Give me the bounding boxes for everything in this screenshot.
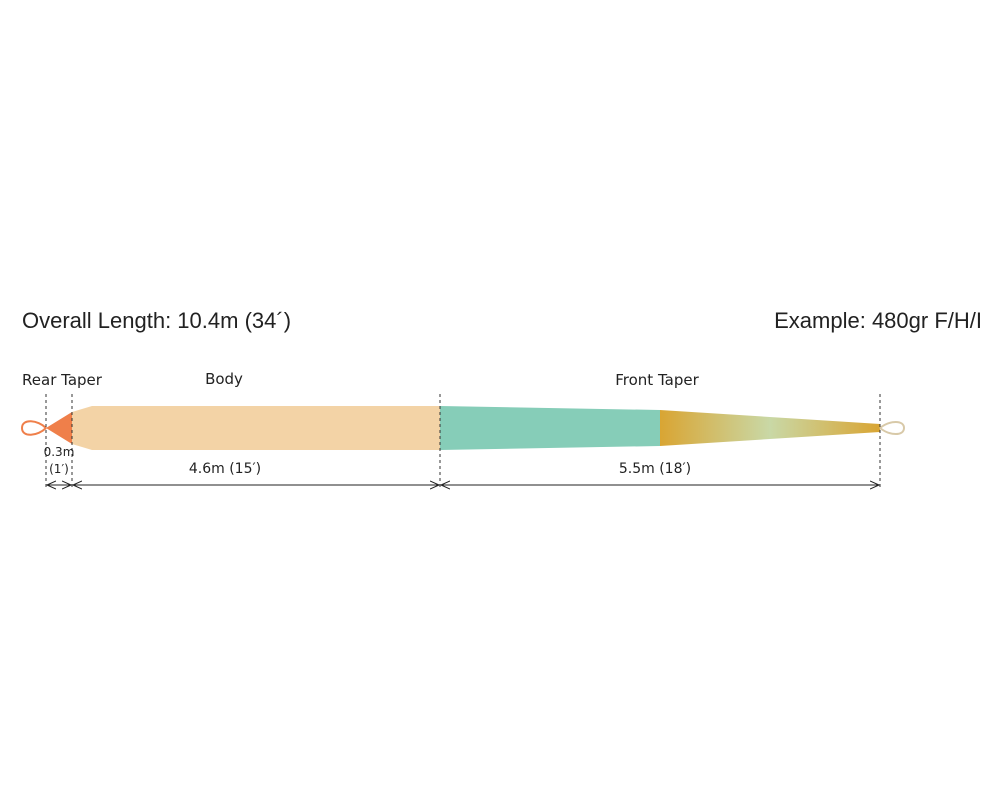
front-taper-label: Front Taper xyxy=(615,371,699,389)
rear-taper-label: Rear Taper xyxy=(22,371,103,389)
front-taper-tip-segment xyxy=(660,410,880,446)
body-segment xyxy=(72,406,440,450)
body-length-label: 4.6m (15′) xyxy=(189,461,261,477)
front-taper-teal-segment xyxy=(440,406,660,450)
front-taper-length-label: 5.5m (18′) xyxy=(619,461,691,477)
rear-taper-length-ft: (1′) xyxy=(49,462,69,476)
rear-taper-length-m: 0.3m xyxy=(44,445,75,459)
body-label: Body xyxy=(205,370,243,388)
rear-taper-segment xyxy=(46,412,72,444)
example-label: Example: 480gr F/H/I xyxy=(774,308,982,333)
front-loop-icon xyxy=(879,421,906,435)
rear-loop-icon xyxy=(20,420,47,436)
overall-length-label: Overall Length: 10.4m (34´) xyxy=(22,308,292,333)
